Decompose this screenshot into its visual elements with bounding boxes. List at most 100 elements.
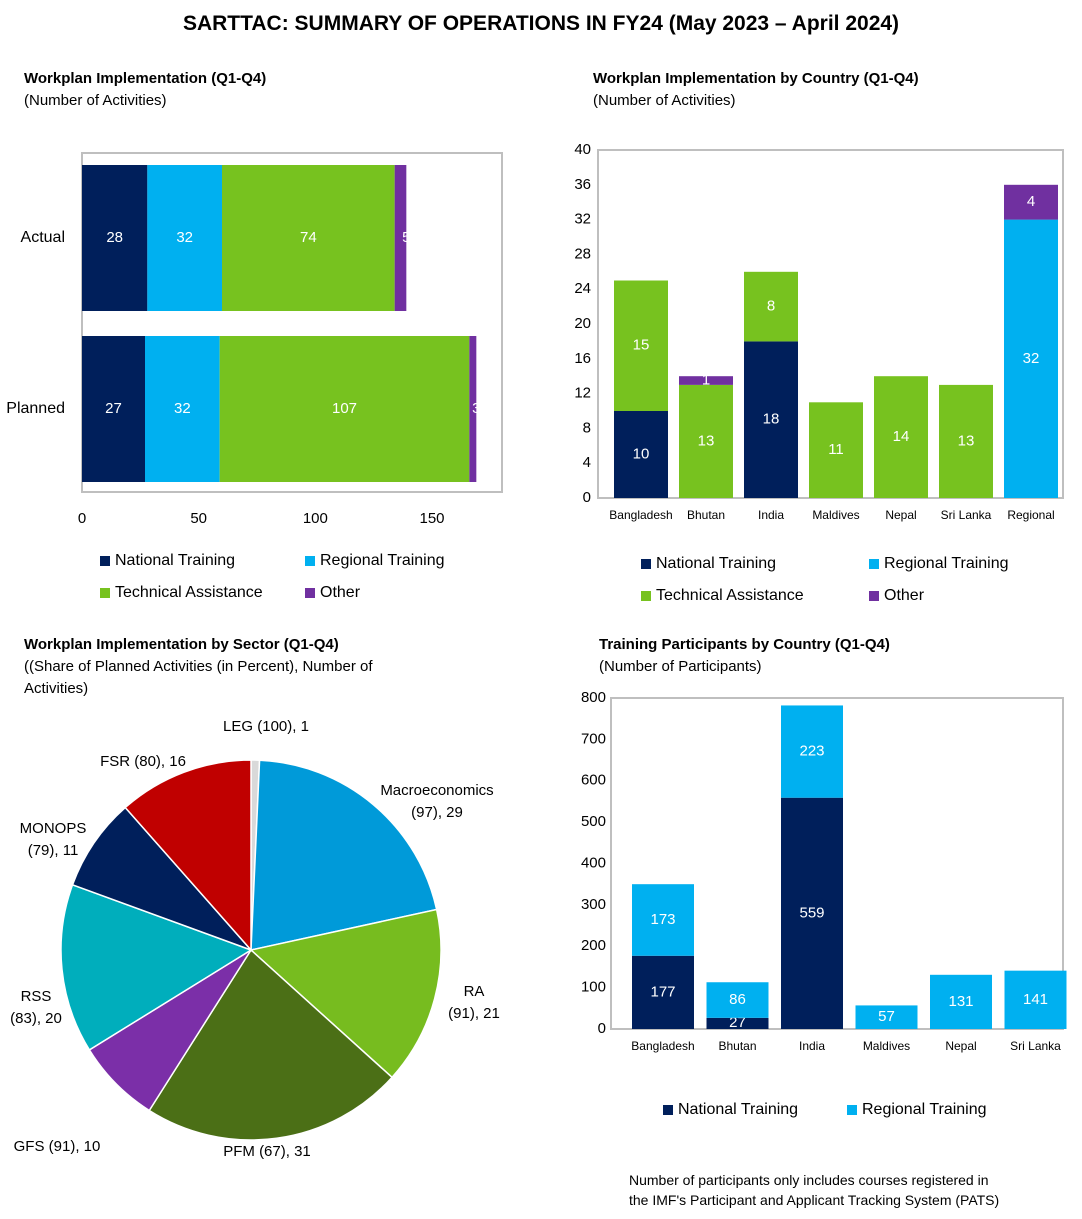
chart4-x-label-india: India (799, 1039, 825, 1053)
chart3-slice-label-monops: MONOPS (79), 11 (20, 820, 87, 859)
chart3-slice-pfm (148, 948, 394, 1141)
chart2-legend-swatch-other (869, 591, 879, 601)
chart1-category-label-planned: Planned (6, 400, 65, 417)
chart2-bar-india-national-training (744, 341, 798, 498)
chart3-slice-label-rss: RSS (83), 20 (10, 988, 62, 1027)
chart2-legend-label-technical-assistance: Technical Assistance (656, 587, 804, 604)
chart2-bar-bhutan-other (679, 376, 733, 385)
chart2-x-label-regional: Regional (1007, 508, 1054, 522)
chart2-x-label-sri-lanka: Sri Lanka (941, 508, 992, 522)
chart2-data-label-bhutan-other: 1 (702, 372, 710, 389)
chart4-bar-india-regional-training (781, 705, 843, 798)
chart4-data-label-nepal-regional-training: 131 (948, 993, 973, 1010)
chart4-x-label-bhutan: Bhutan (718, 1039, 756, 1053)
chart2-bar-regional-other (1004, 184, 1058, 220)
chart4-bar-bhutan-national-training (706, 1017, 769, 1029)
chart2-bar-sri-lanka-technical-assistance (939, 384, 993, 498)
chart4-data-label-india-regional-training: 223 (799, 743, 824, 760)
chart4-y-tick-800: 800 (581, 689, 606, 706)
chart2-data-label-bhutan-technical-assistance: 13 (698, 432, 715, 449)
chart4-x-label-sri-lanka: Sri Lanka (1010, 1039, 1061, 1053)
chart1-x-tick-0: 0 (78, 510, 86, 527)
chart2-bar-bhutan-technical-assistance (679, 384, 733, 498)
chart2-y-tick-16: 16 (574, 350, 591, 367)
chart2-legend-label-national-training: National Training (656, 555, 776, 572)
chart4-bar-bhutan-regional-training (706, 982, 769, 1018)
chart4-y-tick-600: 600 (581, 772, 606, 789)
chart4-bar-maldives-regional-training (855, 1005, 918, 1029)
chart4-bar-bangladesh-regional-training (632, 884, 694, 956)
chart1-x-tick-150: 150 (419, 510, 444, 527)
chart1-bar-actual-national-training (82, 165, 148, 311)
chart1-data-label-planned-national-training: 27 (105, 400, 122, 417)
chart2-data-label-sri-lanka-technical-assistance: 13 (958, 432, 975, 449)
chart1-x-tick-100: 100 (303, 510, 328, 527)
panel3-subtitle-line1: ((Share of Planned Activities (in Percen… (24, 658, 373, 675)
chart1-bar-planned-national-training (82, 336, 145, 482)
chart1-category-label-actual: Actual (21, 229, 65, 246)
panel1-title: Workplan Implementation (Q1-Q4) (24, 70, 267, 87)
chart1-data-label-planned-technical-assistance: 107 (332, 400, 357, 417)
chart4-bar-india-national-training (781, 797, 843, 1029)
chart1-x-tick-50: 50 (190, 510, 207, 527)
chart2-data-label-bangladesh-national-training: 10 (633, 445, 650, 462)
chart2-data-label-india-technical-assistance: 8 (767, 298, 775, 315)
chart1-plot-area (81, 152, 503, 493)
footnote: Number of participants only includes cou… (629, 1170, 1069, 1210)
chart2-legend-swatch-national-training (641, 559, 651, 569)
chart2-data-label-regional-regional-training: 32 (1023, 350, 1040, 367)
chart4-x-label-maldives: Maldives (863, 1039, 910, 1053)
chart2-legend-swatch-technical-assistance (641, 591, 651, 601)
footnote-line1: Number of participants only includes cou… (629, 1172, 989, 1188)
panel4-title: Training Participants by Country (Q1-Q4) (599, 636, 890, 653)
chart1-data-label-planned-regional-training: 32 (174, 400, 191, 417)
chart3-slice-label-gfs: GFS (91), 10 (14, 1138, 101, 1155)
chart4-legend-swatch-regional-training (847, 1105, 857, 1115)
chart2-y-tick-12: 12 (574, 385, 591, 402)
chart2-data-label-regional-other: 4 (1027, 193, 1035, 210)
chart2-y-tick-0: 0 (583, 489, 591, 506)
chart3-slice-monops (71, 806, 252, 951)
chart2-bar-bangladesh-national-training (614, 411, 668, 498)
chart1-legend-label-other: Other (320, 584, 361, 601)
chart2-data-label-india-national-training: 18 (763, 411, 780, 428)
chart1-bar-planned-regional-training (145, 336, 220, 482)
chart4-data-label-maldives-regional-training: 57 (878, 1008, 895, 1025)
chart4-legend-label-national-training: National Training (678, 1101, 798, 1118)
chart4-legend-label-regional-training: Regional Training (862, 1101, 987, 1118)
chart1-bar-planned-technical-assistance (219, 336, 470, 482)
chart1-legend-swatch-technical-assistance (100, 588, 110, 598)
chart2-x-label-nepal: Nepal (885, 508, 916, 522)
chart1-legend-label-technical-assistance: Technical Assistance (115, 584, 263, 601)
chart1-bar-actual-other (394, 165, 407, 311)
panel4-subtitle: (Number of Participants) (599, 658, 762, 675)
chart2-bar-maldives-technical-assistance (809, 402, 863, 498)
chart4-bar-nepal-regional-training (930, 974, 992, 1029)
chart1-bar-planned-other (469, 336, 477, 482)
chart2-legend-label-other: Other (884, 587, 925, 604)
chart4-bar-sri-lanka-regional-training (1004, 970, 1067, 1029)
chart2-y-tick-28: 28 (574, 245, 591, 262)
chart2-y-tick-32: 32 (574, 211, 591, 228)
chart3-slice-ra (249, 908, 442, 1079)
chart1-legend-label-national-training: National Training (115, 552, 235, 569)
chart2-bar-india-technical-assistance (744, 271, 798, 342)
chart4-legend-swatch-national-training (663, 1105, 673, 1115)
chart2-y-tick-40: 40 (574, 141, 591, 158)
panel3-title: Workplan Implementation by Sector (Q1-Q4… (24, 636, 339, 653)
chart1-bar-actual-regional-training (147, 165, 222, 311)
chart2-bar-bangladesh-technical-assistance (614, 280, 668, 411)
chart1-legend-label-regional-training: Regional Training (320, 552, 445, 569)
chart2-data-label-bangladesh-technical-assistance: 15 (633, 337, 650, 354)
chart4-data-label-sri-lanka-regional-training: 141 (1023, 991, 1048, 1008)
panel3-subtitle-line2: Activities) (24, 680, 89, 697)
chart4-y-tick-300: 300 (581, 896, 606, 913)
chart4-y-tick-700: 700 (581, 730, 606, 747)
chart2-y-tick-20: 20 (574, 315, 591, 332)
chart1-data-label-actual-regional-training: 32 (176, 229, 193, 246)
chart2-x-label-maldives: Maldives (812, 508, 859, 522)
chart4-data-label-india-national-training: 559 (799, 904, 824, 921)
chart1-legend-swatch-other (305, 588, 315, 598)
panel1-subtitle: (Number of Activities) (24, 92, 167, 109)
